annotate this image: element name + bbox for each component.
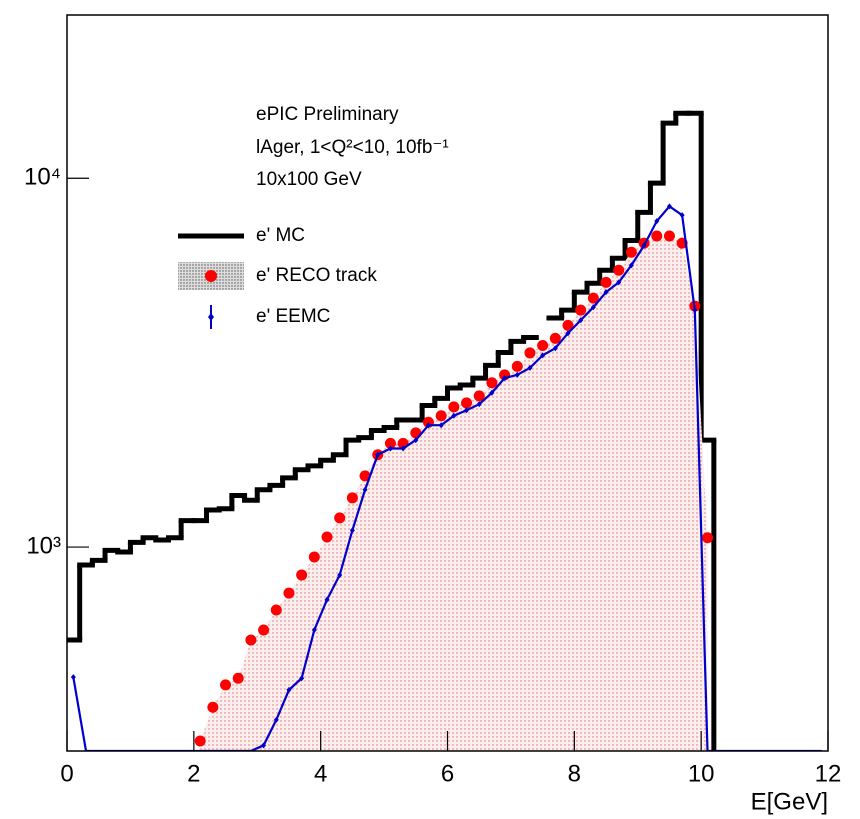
marker bbox=[552, 345, 558, 352]
marker bbox=[702, 532, 714, 544]
x-axis-label: E[GeV] bbox=[751, 788, 828, 815]
marker bbox=[514, 371, 520, 378]
legend-label: e' RECO track bbox=[256, 265, 377, 286]
annotation: lAger, 1<Q²<10, 10fb⁻¹ bbox=[256, 137, 449, 158]
marker bbox=[578, 317, 584, 324]
marker bbox=[435, 410, 447, 422]
marker bbox=[562, 319, 574, 331]
marker bbox=[283, 587, 295, 599]
x-tick-label: 8 bbox=[568, 760, 581, 787]
marker bbox=[425, 422, 431, 429]
marker bbox=[413, 437, 419, 444]
marker bbox=[448, 401, 460, 413]
marker bbox=[540, 352, 546, 359]
marker bbox=[286, 686, 292, 693]
marker bbox=[524, 347, 536, 359]
marker bbox=[232, 672, 244, 684]
x-tick-label: 6 bbox=[441, 760, 454, 787]
marker bbox=[346, 492, 358, 504]
marker bbox=[270, 604, 282, 616]
marker bbox=[600, 276, 612, 288]
legend-label: e' EEMC bbox=[256, 306, 330, 327]
marker bbox=[311, 626, 317, 633]
marker bbox=[261, 742, 267, 749]
marker bbox=[663, 230, 675, 242]
marker bbox=[616, 279, 622, 286]
marker bbox=[666, 203, 672, 210]
marker bbox=[207, 701, 219, 713]
marker bbox=[299, 675, 305, 682]
legend-swatch bbox=[208, 313, 214, 321]
marker bbox=[220, 679, 232, 691]
marker bbox=[527, 364, 533, 371]
marker bbox=[400, 445, 406, 452]
marker bbox=[321, 531, 333, 543]
x-tick-label: 2 bbox=[187, 760, 200, 787]
marker bbox=[502, 375, 508, 382]
marker bbox=[258, 624, 270, 636]
marker bbox=[384, 437, 396, 449]
marker bbox=[628, 262, 634, 269]
marker bbox=[451, 412, 457, 419]
marker bbox=[362, 486, 368, 493]
marker bbox=[359, 470, 371, 482]
marker bbox=[489, 389, 495, 396]
legend: e' MC e' RECO track e' EEMC bbox=[178, 225, 377, 329]
marker bbox=[603, 289, 609, 296]
marker bbox=[334, 512, 346, 524]
marker bbox=[537, 339, 549, 351]
marker bbox=[613, 264, 625, 276]
y-tick-label: 10⁴ bbox=[24, 164, 61, 191]
marker bbox=[476, 401, 482, 408]
marker bbox=[273, 716, 279, 723]
y-tick-label: 10³ bbox=[26, 532, 61, 559]
marker bbox=[587, 292, 599, 304]
marker bbox=[438, 422, 444, 429]
marker bbox=[565, 330, 571, 337]
marker bbox=[473, 390, 485, 402]
x-tick-label: 10 bbox=[688, 760, 715, 787]
marker bbox=[308, 551, 320, 563]
marker bbox=[654, 218, 660, 225]
marker bbox=[641, 242, 647, 249]
marker bbox=[464, 407, 470, 414]
marker bbox=[692, 307, 698, 314]
marker bbox=[511, 360, 523, 372]
x-tick-label: 0 bbox=[60, 760, 73, 787]
marker bbox=[486, 377, 498, 389]
marker bbox=[651, 230, 663, 242]
plot-area bbox=[67, 110, 822, 751]
marker bbox=[590, 304, 596, 311]
legend-label: e' MC bbox=[256, 225, 305, 246]
marker bbox=[245, 634, 257, 646]
marker bbox=[461, 397, 473, 409]
marker bbox=[549, 332, 561, 344]
marker bbox=[296, 569, 308, 581]
area bbox=[200, 236, 708, 751]
marker bbox=[194, 735, 206, 747]
legend-swatch bbox=[205, 270, 217, 282]
marker bbox=[337, 572, 343, 579]
marker bbox=[324, 596, 330, 603]
x-tick-label: 12 bbox=[815, 760, 842, 787]
x-tick-label: 4 bbox=[314, 760, 327, 787]
line bbox=[72, 204, 822, 751]
marker bbox=[70, 674, 76, 681]
annotation: 10x100 GeV bbox=[256, 169, 362, 190]
marker bbox=[625, 246, 637, 258]
annotation: ePIC Preliminary bbox=[256, 104, 399, 125]
marker bbox=[375, 451, 381, 458]
marker bbox=[575, 304, 587, 316]
marker bbox=[349, 527, 355, 534]
marker bbox=[387, 445, 393, 452]
marker bbox=[679, 212, 685, 219]
